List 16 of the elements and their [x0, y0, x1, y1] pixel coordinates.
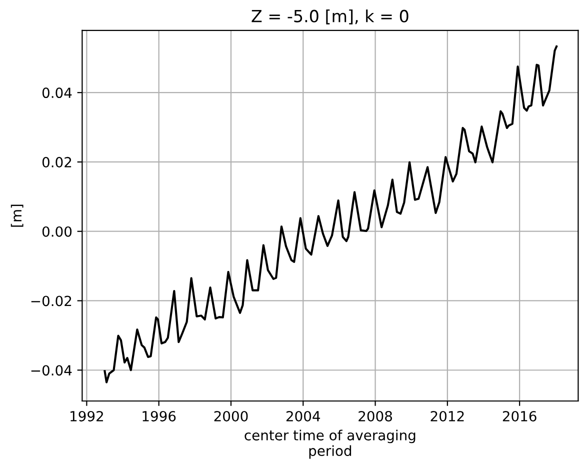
- y-tick-label: 0.04: [42, 88, 72, 98]
- x-tick-label: 2004: [286, 410, 320, 422]
- y-axis-title: [m]: [10, 204, 24, 227]
- chart-title: Z = -5.0 [m], k = 0: [252, 9, 408, 24]
- y-tick-label: −0.04: [31, 365, 72, 376]
- x-tick-label: 2008: [358, 410, 392, 422]
- x-tick-label: 2016: [502, 410, 536, 422]
- x-axis-title: center time of averaging period: [244, 430, 416, 459]
- x-tick-label: 2012: [430, 410, 464, 422]
- x-tick-label: 2000: [214, 410, 248, 422]
- x-tick-label: 1992: [70, 410, 103, 422]
- y-tick-label: −0.02: [31, 296, 72, 306]
- y-tick-label: 0.02: [42, 156, 72, 168]
- y-tick-label: 0.00: [42, 226, 72, 237]
- x-tick-label: 1996: [142, 410, 176, 422]
- line-series: [104, 45, 558, 384]
